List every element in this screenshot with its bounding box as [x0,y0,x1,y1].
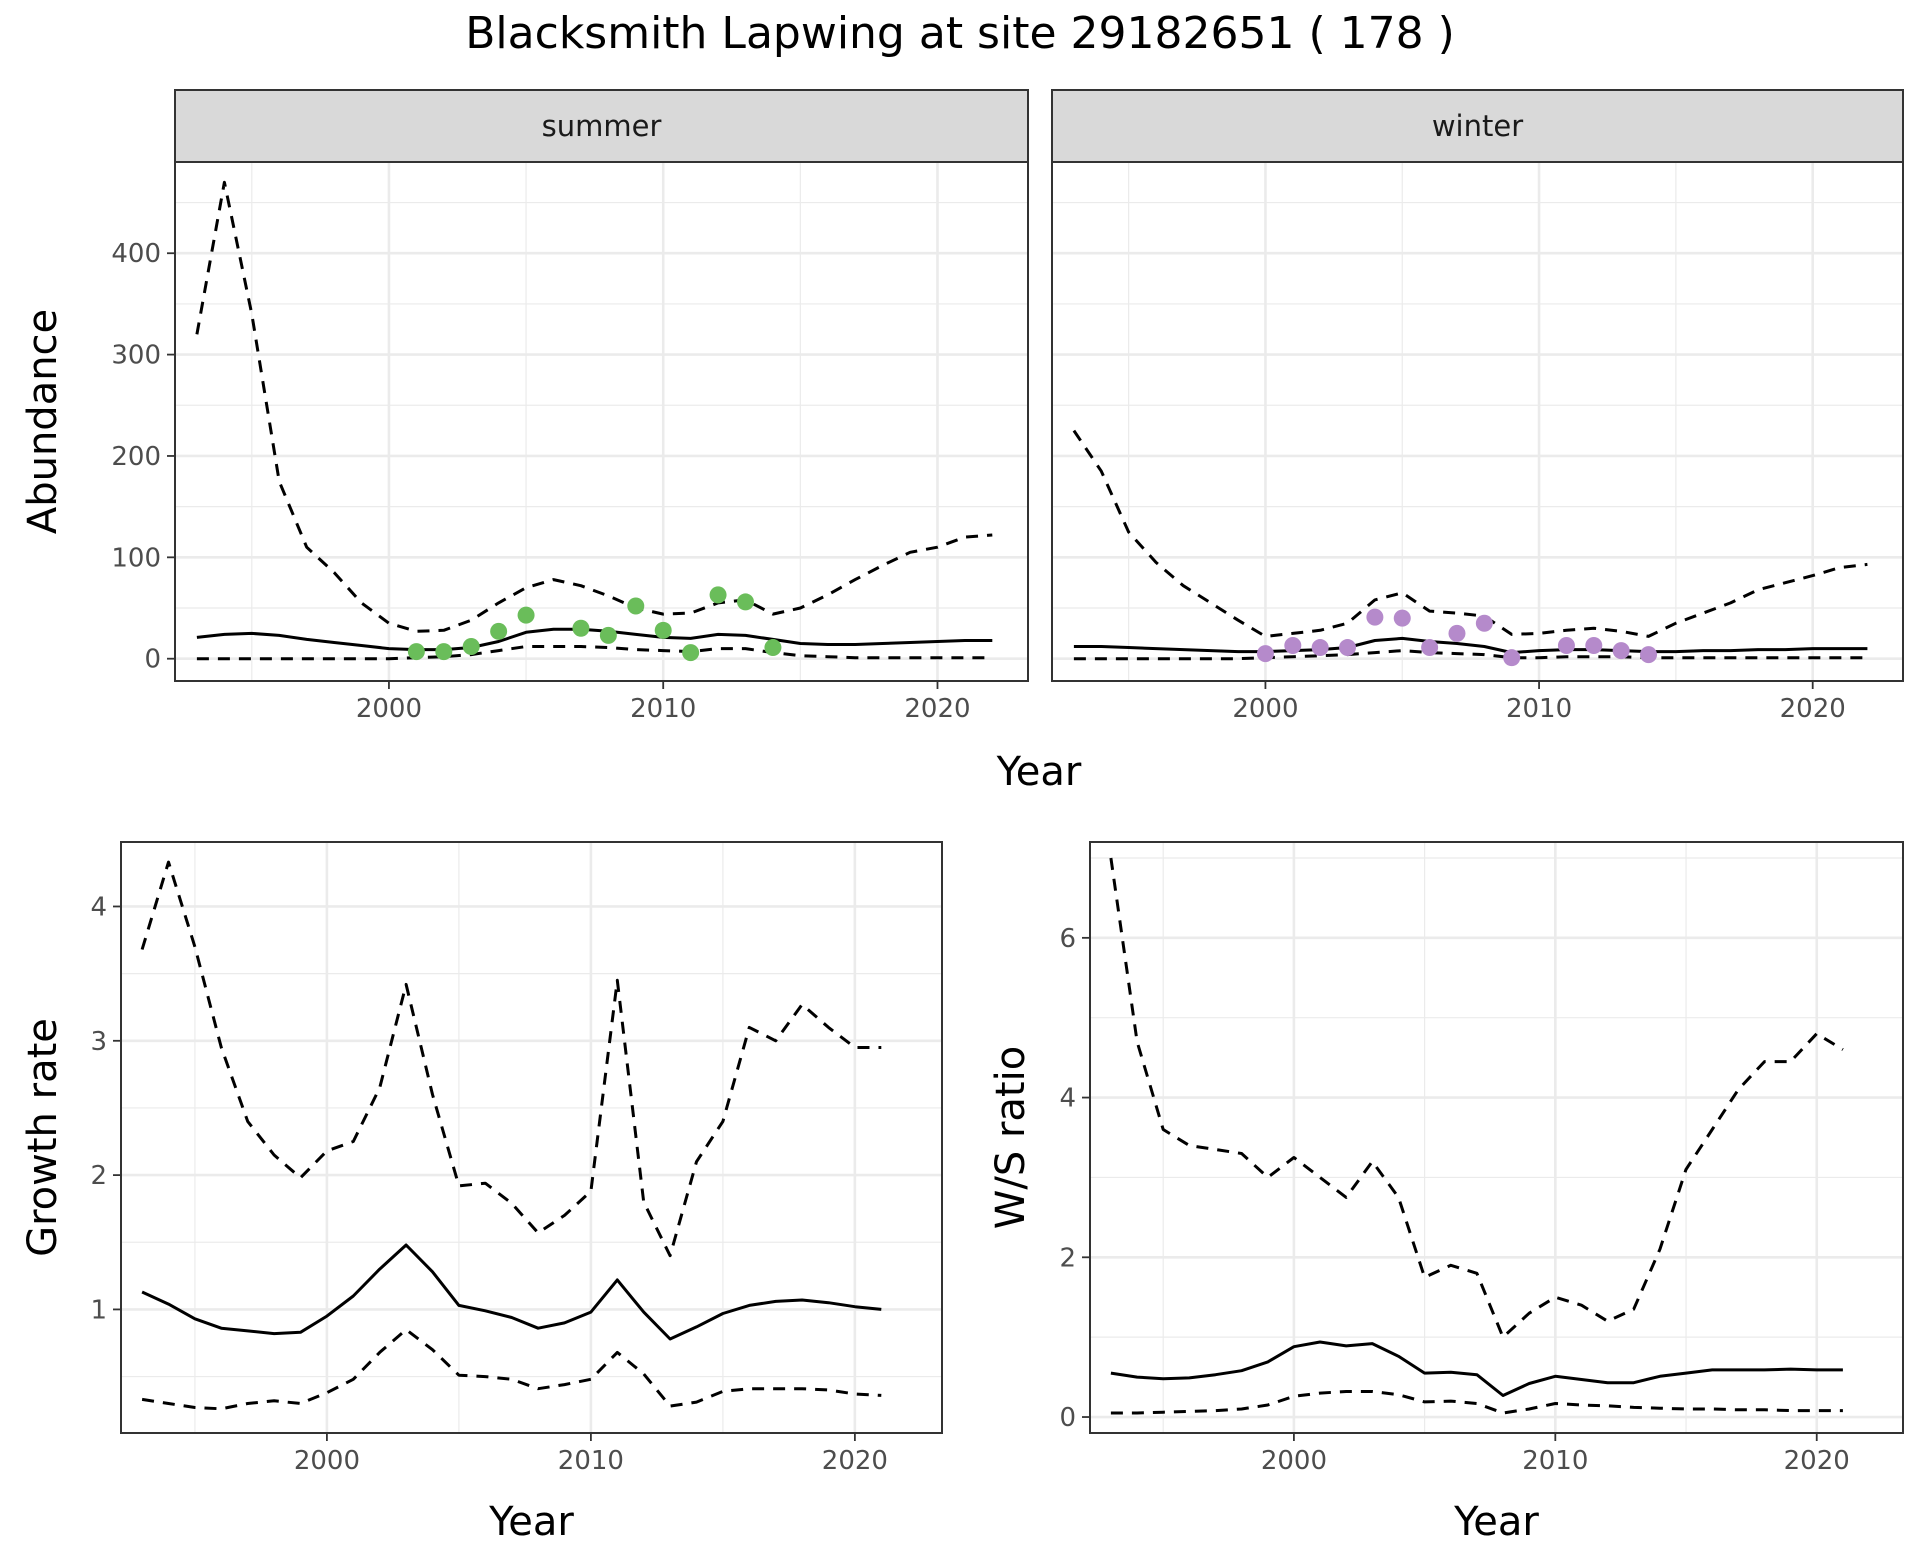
x-tick-label: 2020 [822,1446,888,1476]
plot-background [1090,842,1903,1433]
data-point [1366,608,1384,626]
series-line-lower [196,645,993,661]
series-line-upper [1072,429,1868,638]
data-point [1448,624,1466,642]
x-tick-label: 2020 [904,694,970,724]
facet-strip-label: winter [1432,109,1523,143]
plot-background [175,162,1028,681]
y-tick-label: 4 [90,892,107,922]
series-line-estimate [1073,636,1868,655]
y-tick-label: 0 [144,645,161,675]
y-tick-label: 0 [1059,1403,1076,1433]
data-point [599,626,617,644]
y-tick-label: 100 [111,543,161,573]
series-line-estimate [141,1243,882,1341]
x-tick-label: 2000 [294,1446,360,1476]
data-point [407,643,425,661]
data-point [1475,614,1493,632]
x-tick-label: 2010 [1506,694,1572,724]
x-tick-label: 2000 [356,694,422,724]
data-point [1284,637,1302,655]
y-tick-label: 2 [1059,1243,1076,1273]
y-tick-label: 300 [111,341,161,371]
data-point [517,606,535,624]
y-axis-title: W/S ratio [988,1046,1034,1229]
y-tick-label: 4 [1059,1084,1076,1114]
data-point [1640,646,1658,664]
x-axis-title: Year [488,1499,574,1545]
x-tick-label: 2010 [630,694,696,724]
data-point [1339,639,1357,657]
facet-strip [174,89,1029,163]
data-point [709,586,727,604]
data-point [764,639,782,657]
panel-winter: 2000 2010 2020 winter [1051,89,1904,724]
data-point [1557,637,1575,655]
y-tick-label: 400 [111,239,161,269]
series-line-lower [1110,1390,1843,1415]
plot-background [1052,162,1903,681]
data-point [682,644,700,662]
y-axis-title: Abundance [20,309,66,534]
series-line-lower [141,1328,882,1411]
series-line-lower [1073,649,1868,661]
data-point [1612,642,1630,660]
data-point [435,643,453,661]
chart-title: Blacksmith Lapwing at site 29182651 ( 17… [465,8,1454,59]
y-tick-label: 1 [90,1295,107,1325]
x-axis-title-facets: Year [996,749,1082,795]
panel-growth: 2000 2010 2020 1 2 3 4 Year Growth rate [20,841,943,1545]
series-line-estimate [196,627,993,652]
series-line-upper [1109,857,1844,1339]
data-point [1256,645,1274,663]
series-line-upper [140,860,882,1258]
facet-strip-label: summer [542,109,662,143]
data-point [1585,637,1603,655]
x-tick-label: 2000 [1261,1446,1327,1476]
panel-summer: 2000 2010 2020 0 100 200 300 400 summer Abundance [20,89,1029,724]
data-point [1503,649,1521,667]
series-line-estimate [1110,1340,1843,1397]
y-axis-title: Growth rate [20,1018,66,1257]
y-tick-label: 3 [90,1027,107,1057]
data-point [572,619,590,637]
y-tick-label: 2 [90,1161,107,1191]
y-tick-label: 6 [1059,924,1076,954]
panel-ratio: 2000 2010 2020 0 2 4 6 Year W/S ratio [988,841,1904,1545]
y-tick-label: 200 [111,442,161,472]
panel-border [1089,841,1904,1434]
x-axis-title: Year [1453,1499,1539,1545]
panels: 2000 2010 2020 0 100 200 300 400 summer Abundance… [20,89,1904,1545]
x-tick-label: 2010 [1522,1446,1588,1476]
x-tick-label: 2020 [1784,1446,1850,1476]
data-point [654,621,672,639]
data-point [1393,609,1411,627]
x-tick-label: 2000 [1232,694,1298,724]
plot-background [121,842,942,1433]
x-tick-label: 2010 [558,1446,624,1476]
data-point [1421,639,1439,657]
data-point [490,622,508,640]
panel-border [120,841,943,1434]
x-tick-label: 2020 [1780,694,1846,724]
data-point [627,597,645,615]
series-line-upper [195,180,993,633]
facet-strip [1051,89,1904,163]
data-point [1311,639,1329,657]
data-point [462,638,480,656]
data-point [736,593,754,611]
